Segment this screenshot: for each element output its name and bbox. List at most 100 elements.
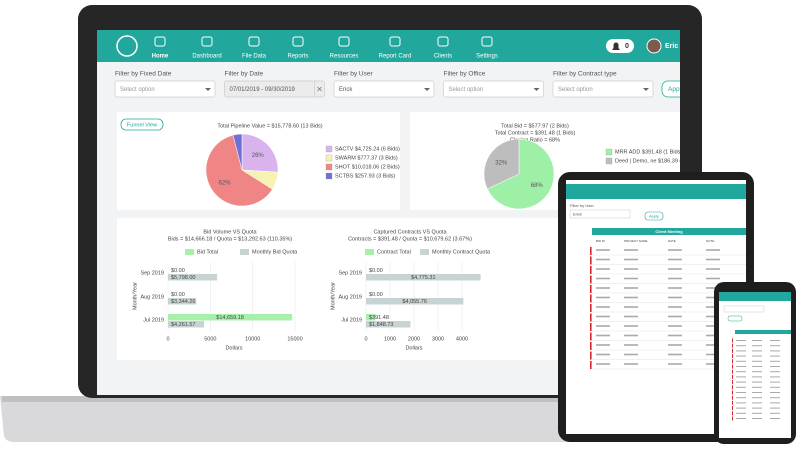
cell-text [706, 344, 720, 346]
funnel-button[interactable] [120, 118, 164, 131]
nav-item[interactable]: Home [152, 36, 169, 60]
column-header: DATE [668, 239, 676, 243]
cell-text [668, 249, 682, 251]
nav-label: File Data [242, 54, 267, 60]
bar-label: $0.00 [369, 268, 383, 274]
cell-text [668, 287, 682, 289]
legend-swatch [365, 249, 374, 255]
cell-text [624, 296, 638, 299]
pie-slice[interactable] [205, 134, 273, 207]
clear-icon[interactable] [317, 86, 322, 92]
row-marker [590, 266, 592, 274]
cell-text [668, 296, 682, 299]
cell-text [736, 386, 746, 388]
table-title-bar [592, 228, 746, 235]
y-axis-label: Month/Year [132, 282, 138, 310]
bar[interactable] [168, 274, 218, 281]
nav-item[interactable]: Resources [330, 36, 359, 60]
bar-label: $391.48 [369, 315, 389, 321]
notification-pill[interactable] [606, 39, 634, 53]
chart-title: Bid Volume VS Quota [203, 229, 257, 235]
nav-item[interactable]: Report Card [379, 36, 412, 60]
x-tick-label: 10000 [245, 336, 260, 342]
y-axis-label: Month/Year [330, 282, 336, 310]
phone-button[interactable] [727, 315, 743, 322]
bar[interactable] [168, 321, 205, 328]
nav-label: Reports [287, 54, 308, 60]
pie-slice[interactable] [486, 138, 555, 210]
chart-title: Closing Ratio = 68% [510, 137, 560, 143]
cell-text [770, 418, 780, 419]
cell-text [668, 306, 682, 308]
apply-button[interactable] [661, 80, 696, 98]
filter-select[interactable] [569, 209, 631, 219]
cell-text [752, 376, 762, 378]
cell-text [668, 353, 682, 356]
avatar[interactable] [646, 38, 662, 54]
cell-text [668, 277, 682, 280]
filter-select[interactable] [114, 80, 216, 98]
bar[interactable] [366, 321, 411, 328]
phone-nav [719, 292, 791, 301]
phone-select[interactable] [723, 305, 765, 313]
cell-text [736, 412, 746, 414]
bar[interactable] [366, 314, 376, 321]
pie-slice[interactable] [483, 138, 520, 190]
filter-value: Erick [573, 211, 582, 216]
nav-item[interactable]: Dashboard [192, 36, 222, 60]
nav-item[interactable]: Settings [476, 36, 498, 60]
caret [533, 88, 540, 91]
legend-label: SWARM $777.37 (3 Bids) [335, 155, 398, 161]
nav-item[interactable]: File Data [242, 36, 267, 60]
funnel-label: Funnel View [127, 122, 157, 128]
filter-select[interactable] [552, 80, 654, 98]
caret [205, 88, 211, 91]
column-header: NOTE [706, 239, 714, 243]
y-tick-label: Jul 2019 [341, 317, 362, 323]
bell-icon [612, 42, 620, 50]
cell-text [624, 268, 638, 270]
cell-text [596, 315, 610, 318]
pie-slice[interactable] [241, 133, 279, 173]
cell-text [706, 249, 720, 251]
slice-label: 32% [495, 160, 508, 166]
row-marker [732, 400, 733, 405]
nav-item[interactable]: Clients [434, 36, 452, 60]
slice-label: 62% [219, 180, 232, 186]
nav-item[interactable]: Reports [287, 36, 309, 60]
laptop-base [0, 396, 702, 442]
bar[interactable] [168, 298, 197, 305]
x-tick-label: 0 [364, 336, 367, 342]
bar-label: $0.00 [369, 292, 383, 298]
filter-select[interactable] [224, 80, 325, 98]
cell-text [624, 249, 638, 251]
bar-label: $14,659.18 [216, 315, 244, 321]
cell-text [752, 340, 762, 341]
filter-value: Select option [120, 87, 155, 93]
cell-text [770, 340, 780, 341]
legend-swatch [325, 154, 333, 162]
cell-text [668, 268, 682, 270]
cell-text [736, 402, 746, 404]
pie-slice[interactable] [232, 133, 243, 171]
nav-icon [154, 36, 166, 47]
cell-text [736, 371, 746, 373]
row-marker [590, 332, 592, 341]
legend-label: Monthly Contract Quota [432, 249, 491, 255]
bar-label: $4,775.31 [411, 275, 435, 281]
cell-text [736, 392, 746, 393]
y-tick-label: Sep 2019 [338, 270, 362, 276]
apply-button[interactable] [644, 211, 664, 221]
chart-subtitle: Contracts = $391.48 / Quota = $10,679.62… [348, 236, 472, 242]
bar[interactable] [366, 274, 481, 281]
filter-select[interactable] [443, 80, 544, 98]
bar[interactable] [366, 298, 464, 305]
cell-text [596, 277, 610, 280]
chart-title: Total Bid = $577.97 (2 Bids) [501, 123, 569, 129]
cell-text [752, 381, 762, 383]
row-marker [590, 256, 592, 265]
filter-select[interactable] [333, 80, 435, 98]
legend-label: MRR ADD $391.48 (1 Bids) [615, 149, 682, 155]
bar[interactable] [168, 314, 293, 321]
nav-icon [481, 36, 493, 47]
